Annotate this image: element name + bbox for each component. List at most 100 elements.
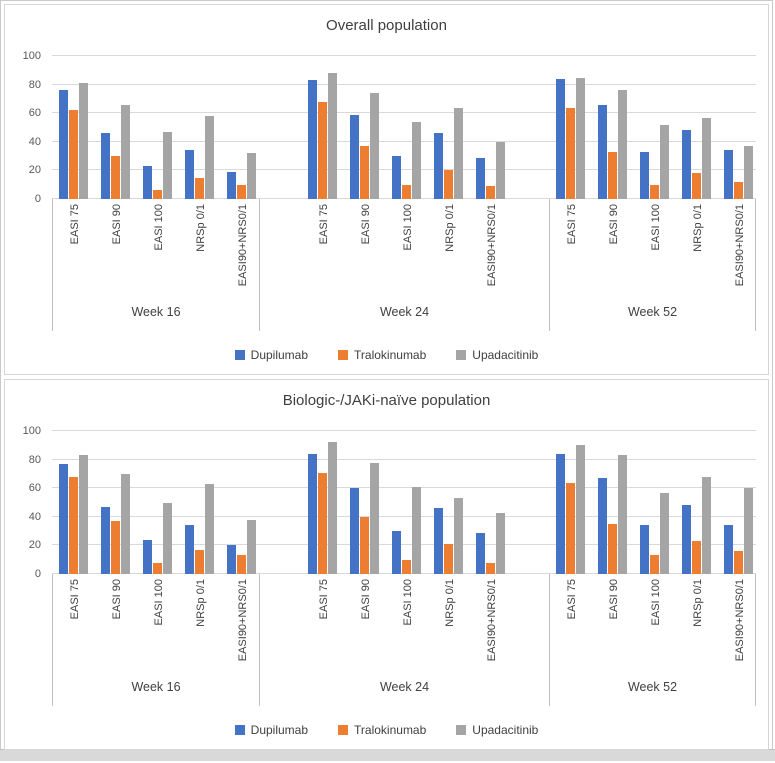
category-label-cell: NRSp 0/1 <box>435 204 464 252</box>
category-label: EASI 100 <box>649 579 662 626</box>
week-group-bars <box>549 56 756 199</box>
bar-tralokinumab <box>195 549 204 574</box>
category-label-cell: EASI90+NRS0/1 <box>725 579 754 661</box>
category-label: EASI 75 <box>317 204 330 245</box>
bar-dupilumab <box>392 531 401 574</box>
y-axis-tick-label: 20 <box>28 164 41 177</box>
category-label: EASI90+NRS0/1 <box>733 204 746 287</box>
bar-dupilumab <box>640 525 649 574</box>
bar-tralokinumab <box>608 151 617 199</box>
legend-label: Tralokinumab <box>354 723 427 737</box>
category-label-cell: EASI 90 <box>599 579 628 619</box>
legend-swatch-icon <box>456 350 467 360</box>
bar-upadacitinib <box>247 153 256 199</box>
bar-upadacitinib <box>370 93 379 199</box>
bar-tralokinumab <box>69 110 78 199</box>
gridline <box>52 55 756 56</box>
bar-tralokinumab <box>318 472 327 574</box>
bar-cluster <box>682 117 711 199</box>
y-axis-tick-label: 60 <box>28 482 41 495</box>
bars-row <box>52 56 756 199</box>
bar-tralokinumab <box>692 541 701 574</box>
bar-upadacitinib <box>163 131 172 199</box>
bar-tralokinumab <box>608 524 617 574</box>
week-group-axis-region: EASI 75 EASI 90 EASI 100 NRSp 0/1 EASI90+NRS… <box>549 574 756 706</box>
bar-dupilumab <box>598 104 607 199</box>
category-label: NRSp 0/1 <box>443 579 456 627</box>
legend-item-upadacitinib: Upadacitinib <box>456 723 538 737</box>
category-label-cell: EASI 100 <box>393 579 422 625</box>
bar-cluster <box>724 146 753 199</box>
category-label: EASI 90 <box>607 204 620 245</box>
y-axis: 0 20 40 60 80 100 <box>5 425 47 580</box>
category-label-cell: EASI90+NRS0/1 <box>477 579 506 661</box>
y-axis-tick-label: 100 <box>22 425 41 437</box>
gridline <box>52 544 756 546</box>
chart-title: Overall population <box>326 17 447 34</box>
week-group-bars <box>52 56 259 199</box>
bar-tralokinumab <box>153 190 162 199</box>
category-label: EASI90+NRS0/1 <box>236 204 249 287</box>
category-label: EASI 75 <box>565 204 578 245</box>
category-label: NRSp 0/1 <box>691 204 704 252</box>
bar-dupilumab <box>101 133 110 199</box>
legend-item-dupilumab: Dupilumab <box>234 723 308 737</box>
category-label-row: EASI 75 EASI 90 EASI 100 NRSp 0/1 EASI90+NRS… <box>550 574 755 680</box>
category-label-cell: EASI 90 <box>102 204 131 244</box>
bar-cluster <box>143 502 172 574</box>
y-axis-tick-label: 40 <box>28 510 41 523</box>
legend-label: Dupilumab <box>250 348 309 362</box>
bar-cluster <box>59 455 88 574</box>
category-label-cell: EASI90+NRS0/1 <box>725 204 754 286</box>
y-axis-tick-label: 0 <box>34 568 41 580</box>
category-label-cell: EASI 90 <box>599 204 628 244</box>
y-axis-tick-label: 80 <box>28 78 41 91</box>
y-axis-tick-label: 20 <box>28 539 41 552</box>
bar-upadacitinib <box>370 462 379 574</box>
category-label-cell: EASI 75 <box>557 204 586 244</box>
category-label: EASI 75 <box>317 579 330 620</box>
week-group-axis-region: EASI 75 EASI 90 EASI 100 NRSp 0/1 EASI90+NRS… <box>52 199 259 331</box>
bar-cluster <box>350 93 379 199</box>
category-label: EASI90+NRS0/1 <box>236 579 249 662</box>
bar-dupilumab <box>434 508 443 574</box>
chart-panel-naive-population: Biologic-/JAKi-naïve population 0 20 40 60 8… <box>4 379 769 750</box>
category-label-cell: EASI 100 <box>144 579 173 625</box>
legend-swatch-icon <box>338 350 349 360</box>
category-label: NRSp 0/1 <box>194 204 207 252</box>
bar-tralokinumab <box>650 184 659 199</box>
category-label-row: EASI 75 EASI 90 EASI 100 NRSp 0/1 EASI90+NRS… <box>53 199 259 305</box>
week-group-axis-region: EASI 75 EASI 90 EASI 100 NRSp 0/1 EASI90+NRS… <box>549 199 756 331</box>
bar-tralokinumab <box>360 516 369 574</box>
bar-tralokinumab <box>153 562 162 574</box>
bar-upadacitinib <box>79 83 88 199</box>
bar-dupilumab <box>227 171 236 199</box>
bar-upadacitinib <box>205 116 214 199</box>
week-label: Week 52 <box>627 305 678 319</box>
category-label-row: EASI 75 EASI 90 EASI 100 NRSp 0/1 EASI90+NRS… <box>550 199 755 305</box>
week-group-bars <box>259 56 549 199</box>
bar-cluster <box>434 107 463 199</box>
bar-tralokinumab <box>486 186 495 199</box>
category-axis-area: EASI 75 EASI 90 EASI 100 NRSp 0/1 EASI90+NRS… <box>52 574 756 706</box>
bar-tralokinumab <box>237 184 246 199</box>
bar-tralokinumab <box>734 181 743 199</box>
bar-upadacitinib <box>576 77 585 199</box>
gridline <box>52 83 756 85</box>
category-label-cell: EASI 75 <box>309 204 338 244</box>
chart-title: Biologic-/JAKi-naïve population <box>282 392 491 409</box>
bar-cluster <box>392 486 421 574</box>
bar-upadacitinib <box>328 73 337 199</box>
legend-item-tralokinumab: Tralokinumab <box>338 723 426 737</box>
bar-tralokinumab <box>318 101 327 199</box>
bar-dupilumab <box>476 157 485 199</box>
bar-cluster <box>598 90 627 199</box>
gridline <box>52 458 756 460</box>
bar-upadacitinib <box>618 455 627 574</box>
bar-tralokinumab <box>444 544 453 574</box>
bar-cluster <box>185 483 214 574</box>
bar-tralokinumab <box>237 555 246 574</box>
week-group-axis-region: EASI 75 EASI 90 EASI 100 NRSp 0/1 EASI90+NRS… <box>259 199 549 331</box>
plot-area <box>52 430 756 574</box>
bar-upadacitinib <box>454 498 463 574</box>
